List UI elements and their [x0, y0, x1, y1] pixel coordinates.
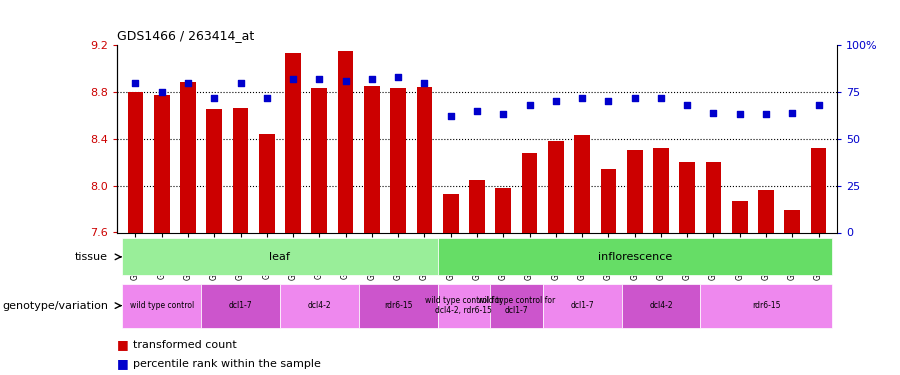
Bar: [785, 210, 800, 232]
Bar: [311, 88, 328, 232]
Bar: [437, 284, 490, 328]
Text: ■: ■: [117, 339, 129, 351]
Point: [391, 74, 405, 80]
Bar: [495, 188, 511, 232]
Point: [181, 80, 195, 86]
Point: [733, 111, 747, 117]
Text: tissue: tissue: [75, 252, 108, 262]
Point: [575, 94, 590, 100]
Point: [627, 94, 642, 100]
Bar: [364, 86, 380, 232]
Bar: [626, 150, 643, 232]
Point: [259, 94, 274, 100]
Text: dcl4-2: dcl4-2: [308, 301, 331, 310]
Bar: [491, 284, 543, 328]
Bar: [122, 238, 437, 275]
Point: [601, 98, 616, 104]
Bar: [443, 194, 459, 232]
Point: [155, 89, 169, 95]
Point: [680, 102, 695, 108]
Point: [759, 111, 773, 117]
Bar: [206, 110, 222, 232]
Bar: [700, 284, 832, 328]
Point: [444, 113, 458, 119]
Bar: [259, 134, 274, 232]
Bar: [653, 148, 669, 232]
Point: [549, 98, 563, 104]
Bar: [285, 53, 301, 232]
Bar: [128, 92, 143, 232]
Point: [128, 80, 142, 86]
Bar: [417, 87, 432, 232]
Text: genotype/variation: genotype/variation: [2, 301, 108, 310]
Point: [286, 76, 301, 82]
Text: dcl4-2: dcl4-2: [649, 301, 673, 310]
Bar: [622, 284, 700, 328]
Text: wild type control: wild type control: [130, 301, 194, 310]
Point: [312, 76, 327, 82]
Point: [418, 80, 432, 86]
Text: rdr6-15: rdr6-15: [752, 301, 780, 310]
Point: [470, 108, 484, 114]
Bar: [180, 82, 196, 232]
Bar: [732, 201, 748, 232]
Point: [812, 102, 826, 108]
Text: ■: ■: [117, 357, 129, 370]
Text: wild type control for
dcl4-2, rdr6-15: wild type control for dcl4-2, rdr6-15: [425, 296, 502, 315]
Point: [785, 110, 799, 116]
Bar: [680, 162, 695, 232]
Text: transformed count: transformed count: [133, 340, 237, 350]
Bar: [811, 148, 826, 232]
Bar: [522, 153, 537, 232]
Bar: [758, 190, 774, 232]
Text: leaf: leaf: [269, 252, 291, 262]
Point: [496, 111, 510, 117]
Text: dcl1-7: dcl1-7: [571, 301, 594, 310]
Bar: [469, 180, 485, 232]
Bar: [338, 51, 354, 232]
Bar: [280, 284, 359, 328]
Text: GDS1466 / 263414_at: GDS1466 / 263414_at: [117, 30, 254, 42]
Point: [364, 76, 379, 82]
Point: [338, 78, 353, 84]
Point: [207, 94, 221, 100]
Point: [706, 110, 721, 116]
Text: dcl1-7: dcl1-7: [229, 301, 252, 310]
Bar: [359, 284, 437, 328]
Bar: [706, 162, 722, 232]
Bar: [232, 108, 248, 232]
Bar: [600, 169, 617, 232]
Bar: [154, 95, 169, 232]
Bar: [391, 88, 406, 232]
Text: inflorescence: inflorescence: [598, 252, 671, 262]
Bar: [543, 284, 622, 328]
Point: [653, 94, 668, 100]
Text: rdr6-15: rdr6-15: [384, 301, 412, 310]
Bar: [574, 135, 590, 232]
Point: [522, 102, 536, 108]
Point: [233, 80, 248, 86]
Text: wild type control for
dcl1-7: wild type control for dcl1-7: [478, 296, 555, 315]
Text: percentile rank within the sample: percentile rank within the sample: [133, 359, 321, 369]
Bar: [548, 141, 563, 232]
Bar: [437, 238, 832, 275]
Bar: [201, 284, 280, 328]
Bar: [122, 284, 201, 328]
